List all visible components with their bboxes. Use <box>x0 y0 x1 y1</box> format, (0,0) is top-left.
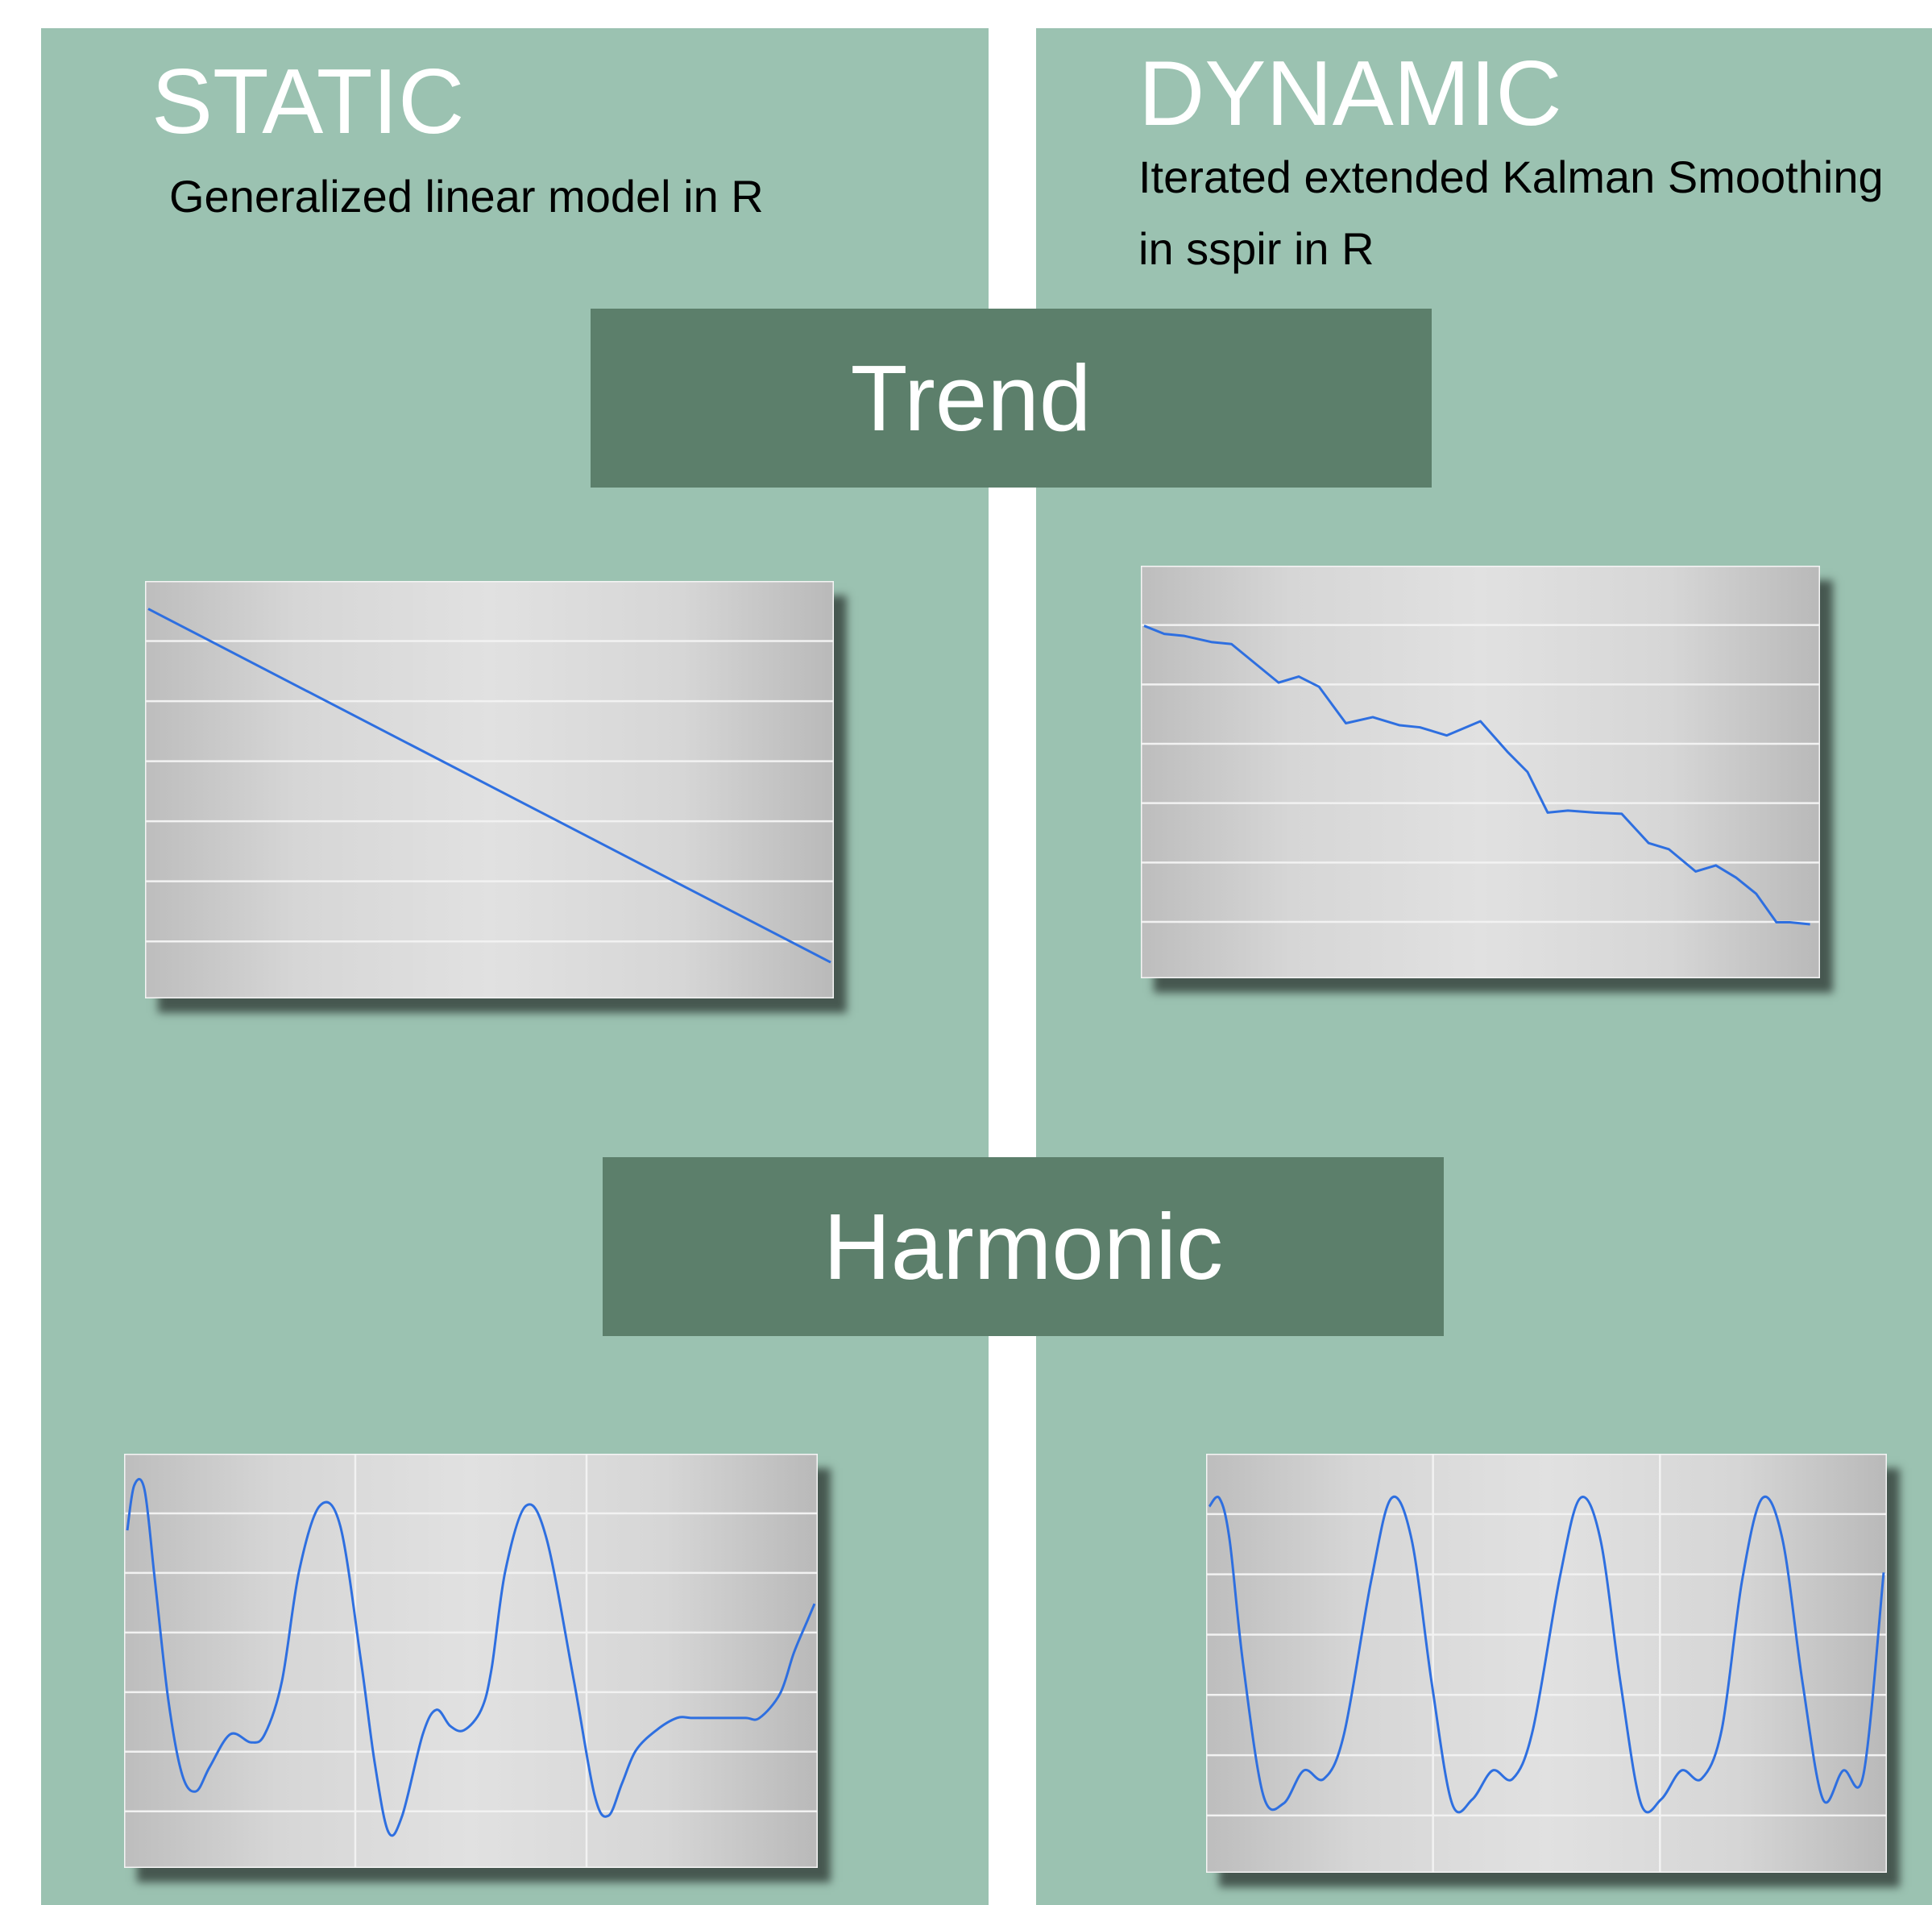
trend-banner: Trend <box>591 309 1432 488</box>
dynamic-trend-chart <box>1141 566 1820 978</box>
series-line <box>1208 1495 1885 1814</box>
plot-border <box>124 1454 818 1868</box>
harmonic-banner: Harmonic <box>603 1157 1444 1336</box>
plot-background <box>145 581 834 998</box>
plot-border <box>1141 566 1820 978</box>
dynamic-subtitle-line2: in sspir in R <box>1138 223 1374 274</box>
dynamic-trend-svg <box>1141 566 1820 978</box>
plot-background <box>124 1454 818 1868</box>
trend-label: Trend <box>850 346 1092 450</box>
dynamic-heading: DYNAMIC <box>1138 43 1562 145</box>
plot-border <box>1206 1454 1887 1873</box>
static-trend-svg <box>145 581 834 998</box>
dynamic-harmonic-svg <box>1206 1454 1887 1873</box>
static-harmonic-chart <box>124 1454 818 1868</box>
plot-background <box>1206 1454 1887 1873</box>
static-trend-chart <box>145 581 834 998</box>
dynamic-harmonic-chart <box>1206 1454 1887 1873</box>
dynamic-subtitle-line1: Iterated extended Kalman Smoothing <box>1138 151 1884 202</box>
plot-border <box>145 581 834 998</box>
static-heading: STATIC <box>151 51 465 153</box>
plot-background <box>1141 566 1820 978</box>
static-harmonic-svg <box>124 1454 818 1868</box>
series-line <box>147 608 831 964</box>
series-line <box>1143 625 1810 926</box>
series-line <box>126 1478 816 1837</box>
static-subtitle: Generalized linear model in R <box>169 171 764 222</box>
harmonic-label: Harmonic <box>823 1194 1224 1299</box>
